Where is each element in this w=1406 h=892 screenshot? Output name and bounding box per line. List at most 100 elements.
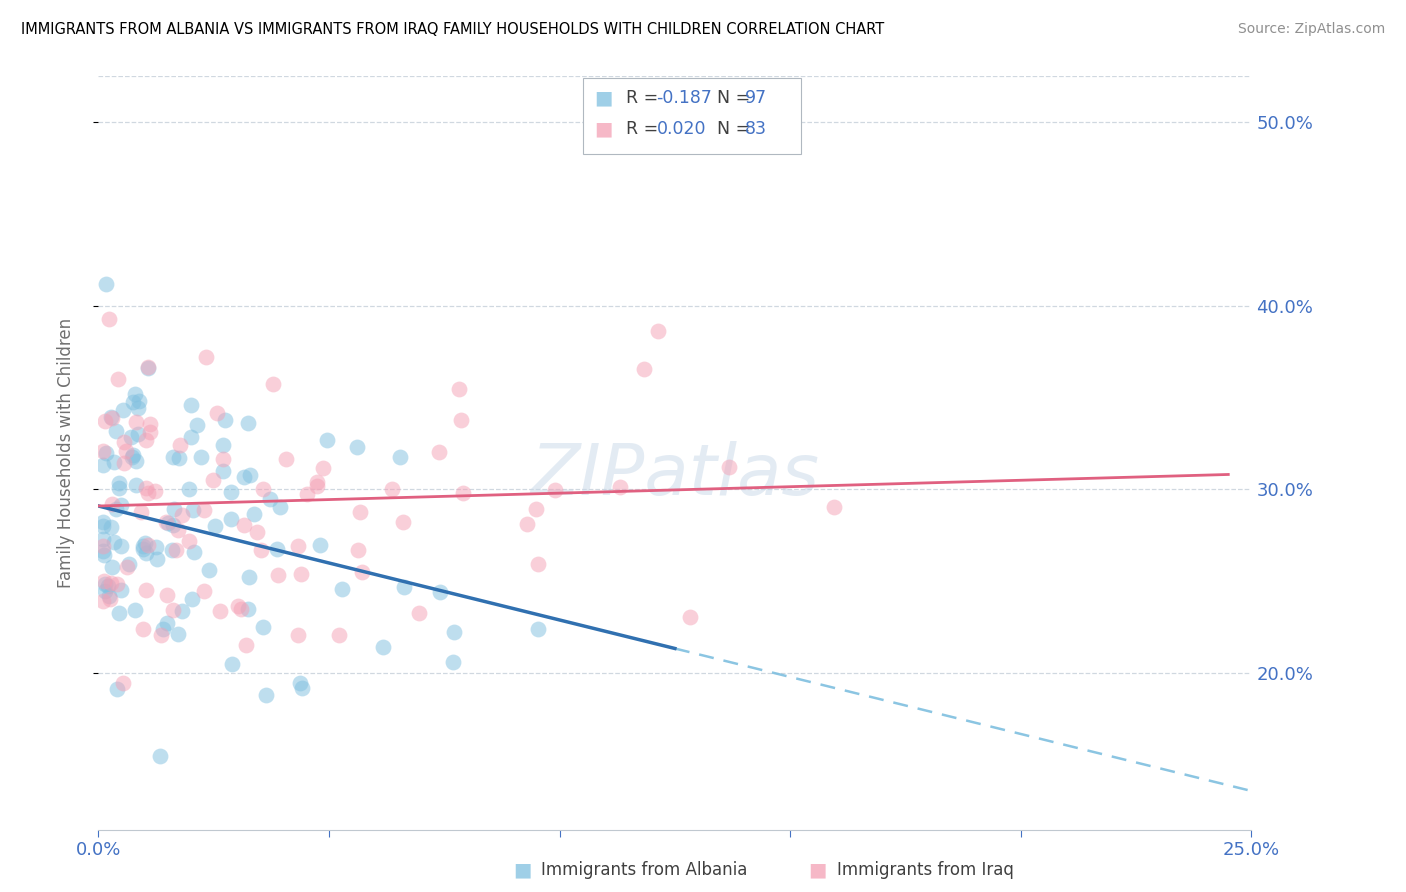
Point	[122, 395, 145, 409]
Point	[120, 430, 142, 444]
Point	[212, 451, 235, 466]
Point	[91, 443, 114, 458]
Point	[349, 504, 371, 518]
Point	[208, 604, 231, 618]
Point	[246, 524, 269, 539]
Point	[105, 576, 128, 591]
Point	[252, 620, 274, 634]
Point	[219, 485, 242, 500]
Point	[266, 542, 288, 557]
Point	[288, 676, 311, 690]
Point	[193, 584, 215, 599]
Point	[408, 606, 430, 620]
Point	[451, 486, 474, 500]
Point	[259, 492, 281, 507]
Point	[91, 532, 114, 546]
Point	[149, 628, 172, 642]
Point	[105, 682, 128, 697]
Text: ■: ■	[595, 88, 613, 108]
Point	[232, 470, 254, 484]
Point	[112, 434, 135, 449]
Point	[97, 589, 120, 603]
Point	[103, 535, 125, 549]
Point	[100, 409, 122, 424]
Point	[100, 560, 122, 574]
Point	[262, 376, 284, 391]
Point	[108, 476, 131, 491]
Point	[427, 445, 450, 459]
Point	[100, 575, 122, 590]
Point	[118, 558, 141, 572]
Point	[330, 582, 353, 596]
Text: R =: R =	[626, 89, 664, 107]
Point	[527, 558, 550, 572]
Point	[93, 574, 115, 588]
Text: ■: ■	[595, 120, 613, 139]
Point	[91, 515, 114, 529]
Point	[115, 444, 138, 458]
Point	[170, 604, 193, 618]
Point	[131, 505, 153, 519]
Point	[392, 580, 415, 594]
Point	[186, 418, 208, 433]
Point	[167, 451, 190, 466]
Point	[204, 519, 226, 533]
Point	[111, 676, 134, 690]
Point	[287, 628, 309, 642]
Point	[236, 416, 259, 430]
Point	[132, 539, 155, 553]
Point	[312, 460, 335, 475]
Point	[295, 487, 318, 501]
Point	[190, 450, 212, 464]
Point	[138, 417, 160, 431]
Point	[252, 482, 274, 496]
Point	[166, 626, 188, 640]
Point	[392, 516, 415, 530]
Point	[98, 591, 121, 606]
Point	[155, 515, 177, 529]
Point	[94, 583, 117, 598]
Point	[110, 540, 132, 554]
Point	[132, 542, 155, 557]
Text: ■: ■	[808, 860, 827, 880]
Text: -0.187: -0.187	[657, 89, 713, 107]
Point	[219, 512, 242, 526]
Point	[441, 655, 464, 669]
Point	[107, 372, 129, 386]
Point	[290, 567, 312, 582]
Text: 0.020: 0.020	[657, 120, 706, 138]
Point	[609, 480, 631, 494]
Y-axis label: Family Households with Children: Family Households with Children	[56, 318, 75, 588]
Point	[127, 401, 149, 416]
Point	[104, 501, 127, 516]
Text: ZIPatlas: ZIPatlas	[530, 441, 820, 510]
Point	[214, 413, 236, 427]
Point	[96, 277, 118, 291]
Point	[135, 582, 157, 597]
Point	[269, 500, 291, 514]
Point	[389, 450, 412, 464]
Point	[143, 484, 166, 499]
Point	[111, 402, 134, 417]
Point	[226, 599, 249, 613]
Text: Immigrants from Albania: Immigrants from Albania	[541, 861, 748, 879]
Point	[138, 360, 160, 375]
Point	[100, 497, 122, 511]
Point	[136, 360, 159, 375]
Point	[124, 603, 146, 617]
Point	[287, 539, 309, 553]
Point	[91, 539, 114, 553]
Point	[179, 534, 201, 549]
Point	[193, 503, 215, 517]
Point	[104, 424, 127, 438]
Point	[212, 437, 235, 451]
Point	[235, 638, 257, 652]
Point	[94, 577, 117, 591]
Point	[243, 507, 266, 521]
Point	[170, 508, 193, 522]
Point	[135, 481, 157, 495]
Point	[717, 460, 740, 475]
Point	[134, 536, 156, 550]
Text: IMMIGRANTS FROM ALBANIA VS IMMIGRANTS FROM IRAQ FAMILY HOUSEHOLDS WITH CHILDREN : IMMIGRANTS FROM ALBANIA VS IMMIGRANTS FR…	[21, 22, 884, 37]
Point	[135, 434, 157, 448]
